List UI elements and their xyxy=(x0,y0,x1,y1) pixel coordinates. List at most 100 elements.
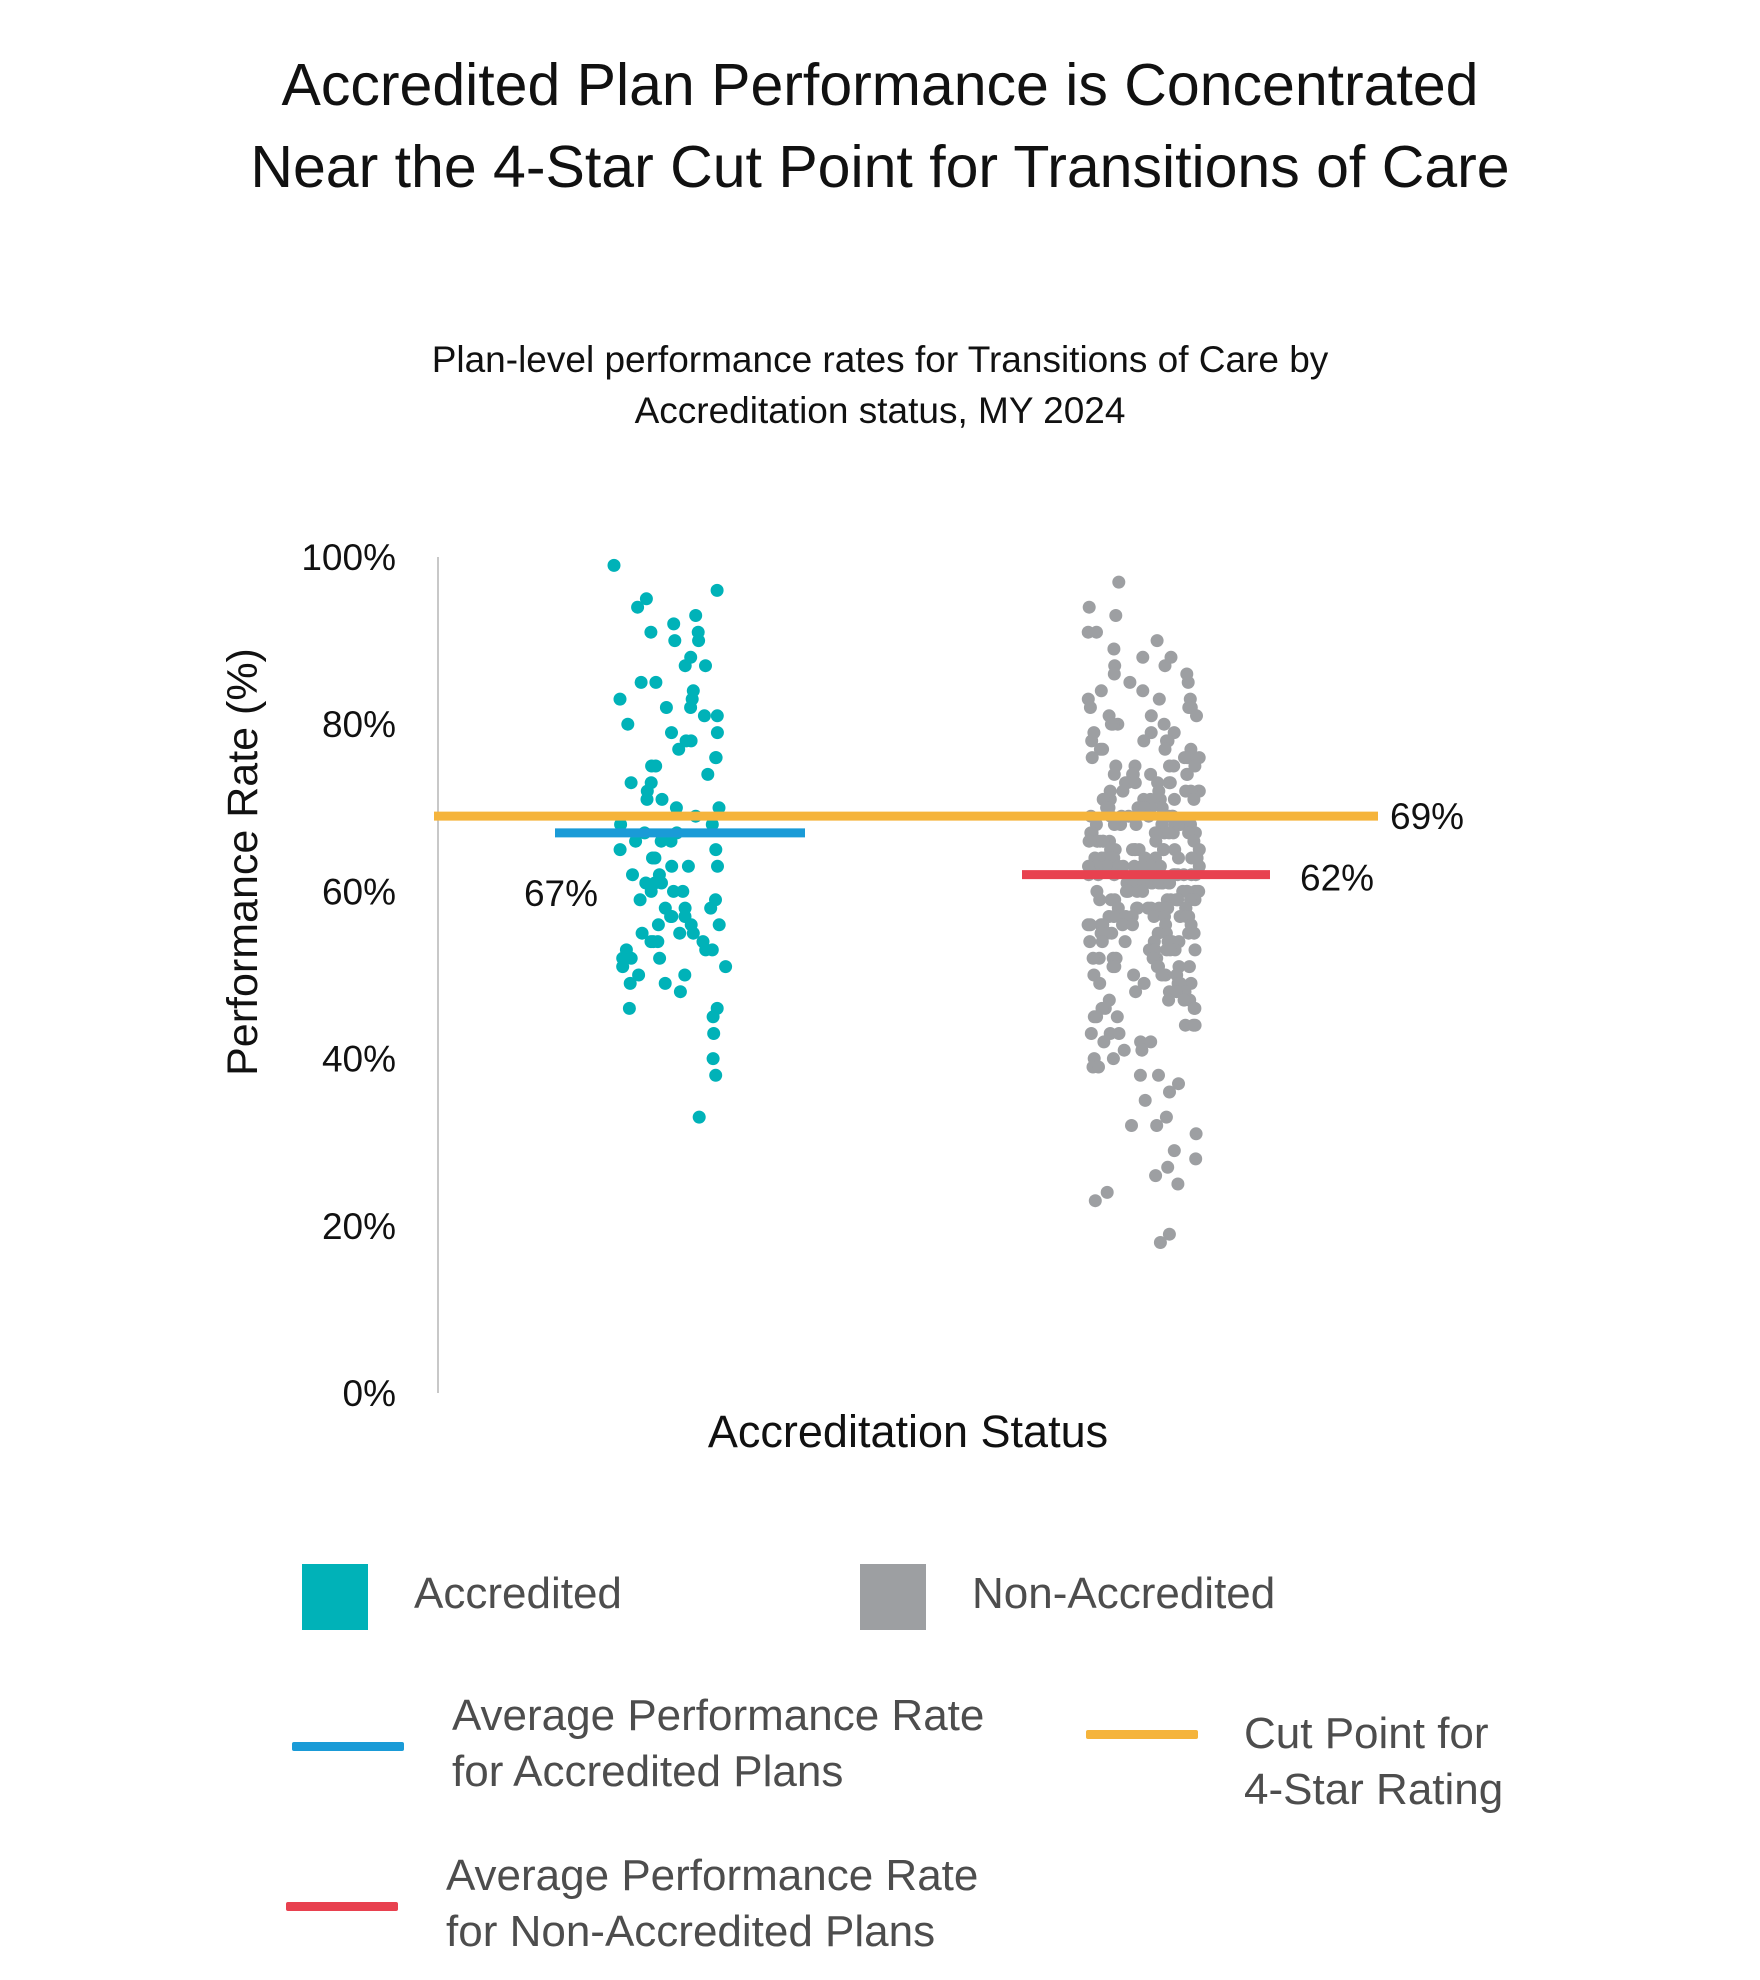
accredited-point xyxy=(678,968,692,982)
accredited-point xyxy=(621,717,635,731)
accredited-point xyxy=(692,1110,706,1124)
y-tick-label: 80% xyxy=(322,704,396,745)
non-accredited-point xyxy=(1092,1060,1105,1074)
legend-label-accredited: Accredited xyxy=(414,1569,622,1618)
accredited-point xyxy=(672,742,686,756)
accredited-point xyxy=(639,592,653,606)
non-accredited-point xyxy=(1109,609,1123,622)
accredited-point xyxy=(646,851,659,865)
legend-cut-point-line-2: 4-Star Rating xyxy=(1244,1765,1504,1814)
accredited-point xyxy=(659,701,673,714)
accredited-point xyxy=(704,901,718,915)
accredited-point xyxy=(699,943,713,957)
non-accredited-point xyxy=(1180,767,1194,781)
plot-points-group xyxy=(607,558,1206,1249)
accredited-point xyxy=(667,617,681,631)
non-accredited-point xyxy=(1083,918,1097,932)
legend-line-avg-non-accredited xyxy=(286,1902,398,1911)
accredited-point xyxy=(689,609,703,622)
non-accredited-point xyxy=(1189,1152,1203,1166)
non-accredited-point xyxy=(1144,1035,1158,1049)
accredited-point xyxy=(710,583,724,597)
non-accredited-point xyxy=(1129,818,1143,831)
accredited-point xyxy=(706,1052,720,1066)
y-tick-label: 0% xyxy=(343,1373,396,1414)
non-accredited-point xyxy=(1162,1227,1176,1241)
accredited-point xyxy=(614,818,628,831)
non-accredited-point xyxy=(1138,1093,1152,1107)
non-accredited-point xyxy=(1157,717,1171,731)
non-accredited-point xyxy=(1152,1068,1165,1082)
accredited-point xyxy=(707,1027,721,1040)
accredited-point xyxy=(709,751,723,765)
accredited-point xyxy=(665,726,678,740)
non-accredited-point xyxy=(1129,985,1143,999)
accredited-point xyxy=(686,926,700,940)
non-accredited-point xyxy=(1152,876,1166,890)
non-accredited-point xyxy=(1187,792,1201,806)
non-accredited-point xyxy=(1125,1119,1138,1132)
accredited-point xyxy=(658,976,672,990)
non-accredited-point xyxy=(1158,659,1172,673)
non-accredited-point xyxy=(1136,884,1150,898)
non-accredited-point xyxy=(1162,826,1176,840)
non-accredited-point xyxy=(1158,742,1172,756)
non-accredited-point xyxy=(1167,792,1181,806)
accredited-point xyxy=(635,926,649,940)
non-accredited-point xyxy=(1188,1018,1202,1032)
accredited-point xyxy=(623,976,637,990)
accredited-point xyxy=(640,792,654,806)
non-accredited-point xyxy=(1181,675,1195,689)
accredited-point xyxy=(665,859,679,873)
non-accredited-point xyxy=(1149,1169,1163,1183)
non-accredited-point xyxy=(1147,910,1161,923)
accredited-point xyxy=(624,776,638,790)
non-accredited-point xyxy=(1082,834,1096,848)
non-accredited-point xyxy=(1083,935,1097,949)
non-accredited-point xyxy=(1096,742,1110,756)
legend-label-avg-non-accredited: Average Performance Rate for Non-Accredi… xyxy=(446,1848,978,1960)
non-accredited-point xyxy=(1107,642,1121,656)
accredited-point xyxy=(613,692,627,706)
accredited-point xyxy=(653,951,667,965)
non-accredited-point xyxy=(1116,784,1130,798)
non-accredited-point xyxy=(1171,893,1185,907)
plot-labels-group: 0% 20% 40% 60% 80% 100% Performance Rate (%) Ac… xyxy=(219,537,1464,1457)
accredited-point xyxy=(709,1068,723,1082)
non-accredited-point xyxy=(1093,893,1107,907)
non-accredited-point xyxy=(1107,667,1121,681)
non-accredited-point xyxy=(1127,968,1141,982)
legend-label-avg-accredited: Average Performance Rate for Accredited … xyxy=(452,1688,984,1800)
non-accredited-point xyxy=(1161,1160,1175,1174)
non-accredited-point xyxy=(1084,1027,1098,1040)
legend-line-avg-accredited xyxy=(292,1742,404,1751)
accredited-point xyxy=(654,834,668,848)
non-accredited-point xyxy=(1116,918,1129,932)
non-accredited-point xyxy=(1096,834,1110,848)
accredited-point xyxy=(684,701,698,714)
y-tick-label: 20% xyxy=(322,1206,396,1247)
chart-title: Accredited Plan Performance is Concentra… xyxy=(0,44,1760,208)
accredited-point xyxy=(624,951,638,965)
non-accredited-point xyxy=(1137,976,1151,990)
chart-subtitle-line-1: Plan-level performance rates for Transit… xyxy=(431,339,1329,380)
accredited-point xyxy=(644,625,658,639)
accredited-point xyxy=(634,675,648,689)
non-accredited-point xyxy=(1108,960,1122,974)
non-accredited-point xyxy=(1163,1085,1176,1099)
plot-lines-group xyxy=(434,811,1378,880)
non-accredited-point xyxy=(1182,960,1196,974)
non-accredited-point xyxy=(1110,1010,1124,1024)
accredited-point xyxy=(681,859,695,873)
non-accredited-point xyxy=(1144,709,1158,723)
non-accredited-point xyxy=(1163,876,1177,890)
legend-avg-non-accredited-line-2: for Non-Accredited Plans xyxy=(446,1907,936,1956)
accredited-point xyxy=(626,868,639,882)
accredited-point xyxy=(719,960,733,974)
non-accredited-point xyxy=(1083,701,1097,714)
non-accredited-point xyxy=(1128,843,1142,857)
accredited-point xyxy=(692,634,706,648)
non-accredited-point xyxy=(1153,1236,1167,1249)
non-accredited-point xyxy=(1144,726,1158,740)
non-accredited-point xyxy=(1167,1144,1181,1158)
